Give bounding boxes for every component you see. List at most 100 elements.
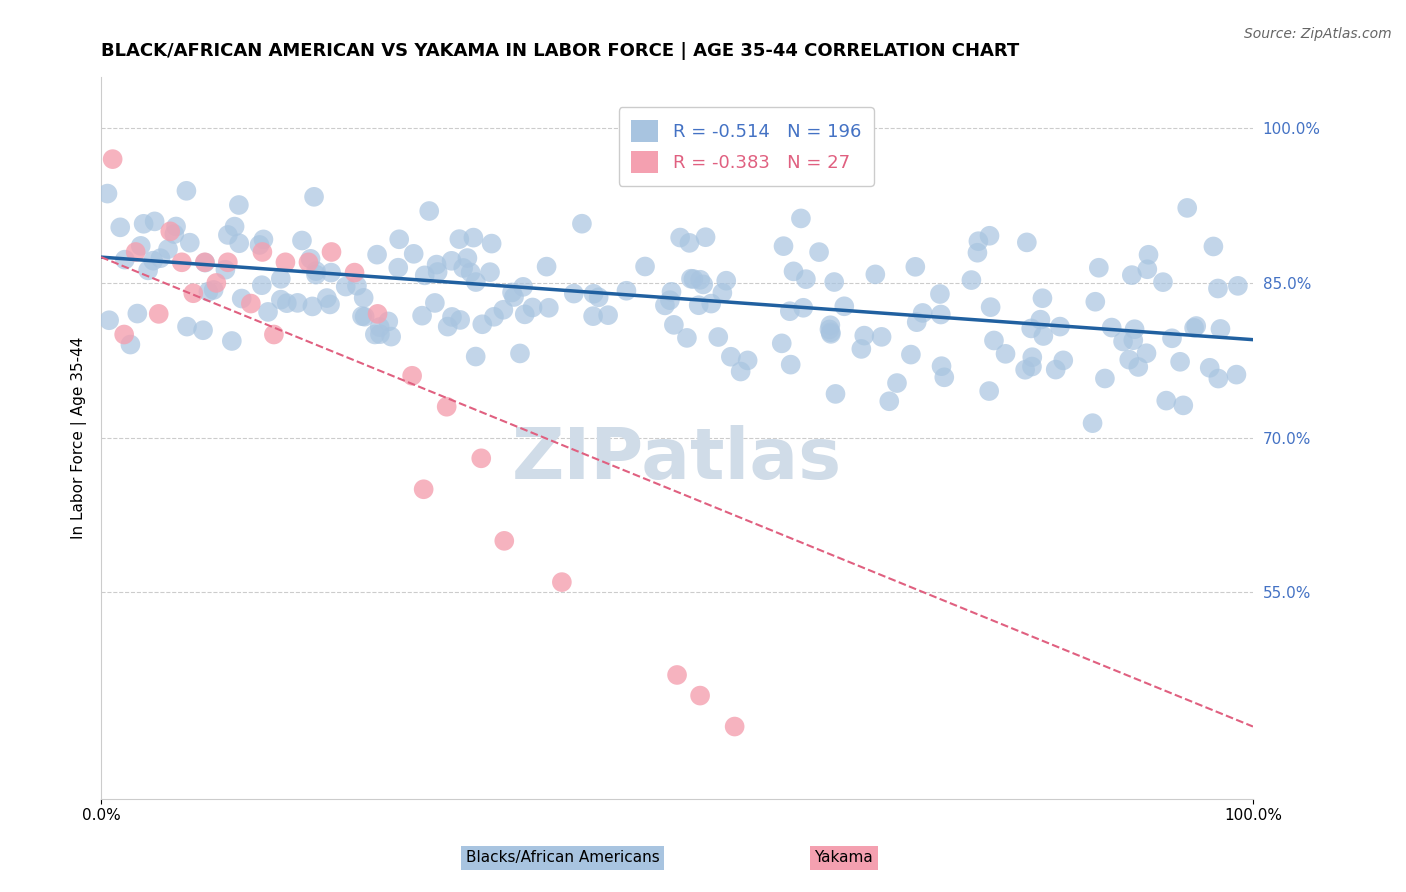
Point [688,298,710,312]
Point [191,323,214,337]
Point [463,230,485,244]
Point [1112,334,1135,349]
Point [1019,321,1042,335]
Point [343,266,366,280]
Y-axis label: In Labor Force | Age 35-44: In Labor Force | Age 35-44 [72,336,87,539]
Point [364,327,387,342]
Point [700,296,723,310]
Point [98,313,121,327]
Point [1198,360,1220,375]
Point [820,325,842,339]
Point [387,260,409,275]
Text: BLACK/AFRICAN AMERICAN VS YAKAMA IN LABOR FORCE | AGE 35-44 CORRELATION CHART: BLACK/AFRICAN AMERICAN VS YAKAMA IN LABO… [101,42,1019,60]
Point [132,217,155,231]
Point [1031,291,1053,305]
Point [661,285,683,299]
Point [1021,350,1043,364]
Point [503,290,526,304]
Point [411,309,433,323]
Point [501,285,523,300]
Point [792,301,814,315]
Point [654,298,676,312]
Point [401,368,423,383]
Point [1182,321,1205,335]
Point [231,292,253,306]
Point [934,370,956,384]
Point [779,358,801,372]
Point [588,290,610,304]
Point [551,575,574,590]
Point [377,314,399,328]
Point [194,255,217,269]
Point [494,533,516,548]
Point [1135,346,1157,360]
Point [470,451,492,466]
Point [460,265,482,279]
Point [905,315,928,329]
Point [202,283,225,297]
Point [598,308,620,322]
Point [170,255,193,269]
Point [1206,281,1229,295]
Point [634,260,657,274]
Point [217,227,239,242]
Text: ZIPatlas: ZIPatlas [512,425,842,494]
Text: Blacks/African Americans: Blacks/African Americans [465,850,659,865]
Point [1122,333,1144,347]
Point [163,227,186,241]
Point [402,247,425,261]
Point [291,234,314,248]
Point [449,232,471,246]
Point [818,322,841,336]
Point [110,220,132,235]
Point [1152,275,1174,289]
Point [346,278,368,293]
Point [960,273,983,287]
Point [252,244,274,259]
Point [159,224,181,238]
Point [904,260,927,274]
Point [305,268,328,282]
Point [1015,235,1038,250]
Point [1014,363,1036,377]
Point [449,313,471,327]
Point [136,263,159,277]
Point [571,217,593,231]
Point [451,260,474,275]
Point [305,264,328,278]
Point [692,277,714,292]
Point [423,296,446,310]
Point [176,319,198,334]
Point [321,244,343,259]
Point [1123,322,1146,336]
Point [911,306,934,320]
Point [662,318,685,332]
Point [353,291,375,305]
Point [983,334,1005,348]
Point [1173,398,1195,412]
Point [679,271,702,285]
Point [1185,318,1208,333]
Point [205,276,228,290]
Point [426,258,449,272]
Point [148,307,170,321]
Point [1225,368,1247,382]
Point [263,327,285,342]
Point [695,230,717,244]
Point [479,265,502,279]
Point [851,342,873,356]
Point [994,347,1017,361]
Point [270,272,292,286]
Point [315,291,337,305]
Point [368,320,391,334]
Point [669,230,692,244]
Point [966,245,988,260]
Point [716,274,738,288]
Point [194,255,217,269]
Point [214,262,236,277]
Point [252,232,274,246]
Point [120,337,142,351]
Point [794,272,817,286]
Point [711,285,734,300]
Point [676,331,699,345]
